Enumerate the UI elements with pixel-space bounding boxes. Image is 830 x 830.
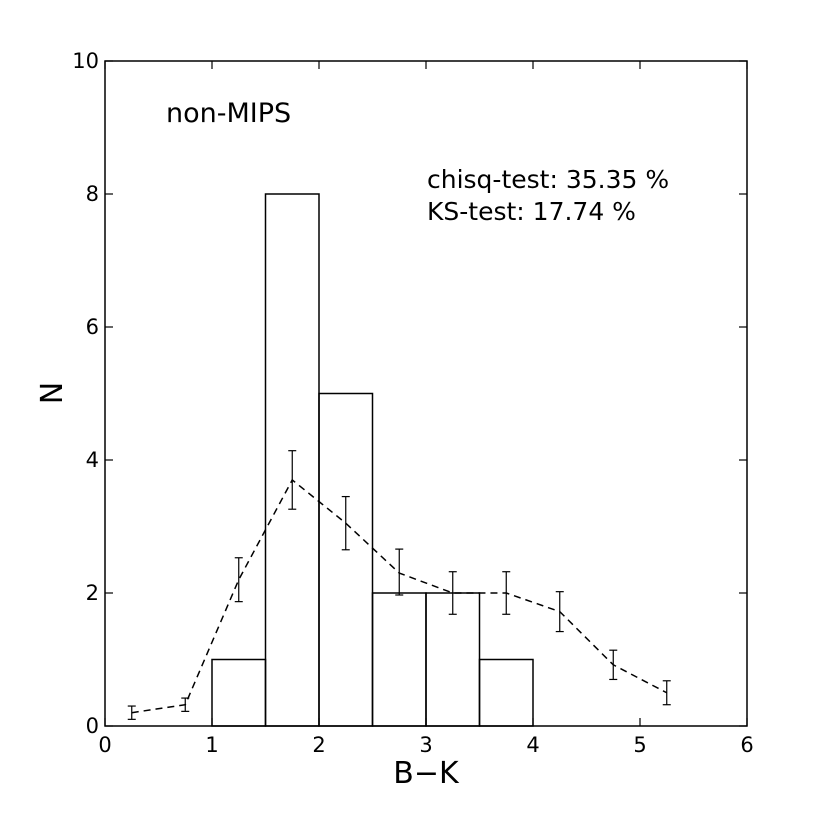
ks-test-label: KS-test: 17.74 % [427,197,636,226]
error-bar [395,548,404,596]
y-tick-label: 4 [86,448,99,472]
x-tick-label: 0 [98,733,111,757]
error-bar [662,680,671,706]
error-bar [127,705,136,720]
x-tick-label: 2 [312,733,325,757]
y-tick-label: 0 [86,714,99,738]
x-tick-label: 3 [419,733,432,757]
histogram-bar [211,658,267,727]
error-bar [341,495,350,551]
y-tick-label: 6 [86,315,99,339]
x-tick-label: 5 [633,733,646,757]
error-bar [234,557,243,603]
error-bar [555,591,564,633]
chisq-test-label: chisq-test: 35.35 % [427,165,669,194]
error-bar [288,450,297,510]
x-tick-label: 4 [526,733,539,757]
sample-label: non-MIPS [166,98,291,129]
y-tick-label: 10 [72,49,99,73]
histogram-bar [478,658,534,727]
y-axis-label: N [35,382,70,404]
y-tick-label: 2 [86,581,99,605]
histogram-bar [318,392,374,727]
x-tick-label: 1 [205,733,218,757]
error-bar [448,571,457,615]
y-tick-label: 8 [86,182,99,206]
plot-area [127,193,671,727]
error-bar [181,697,190,712]
x-tick-label: 6 [740,733,753,757]
error-bar [609,649,618,681]
error-bar [502,571,511,615]
axis-ticks: 0 1 2 3 4 5 6 0 2 4 6 8 10 [72,49,753,757]
x-axis-label: B−K [393,756,460,791]
histogram-bar [371,592,427,727]
